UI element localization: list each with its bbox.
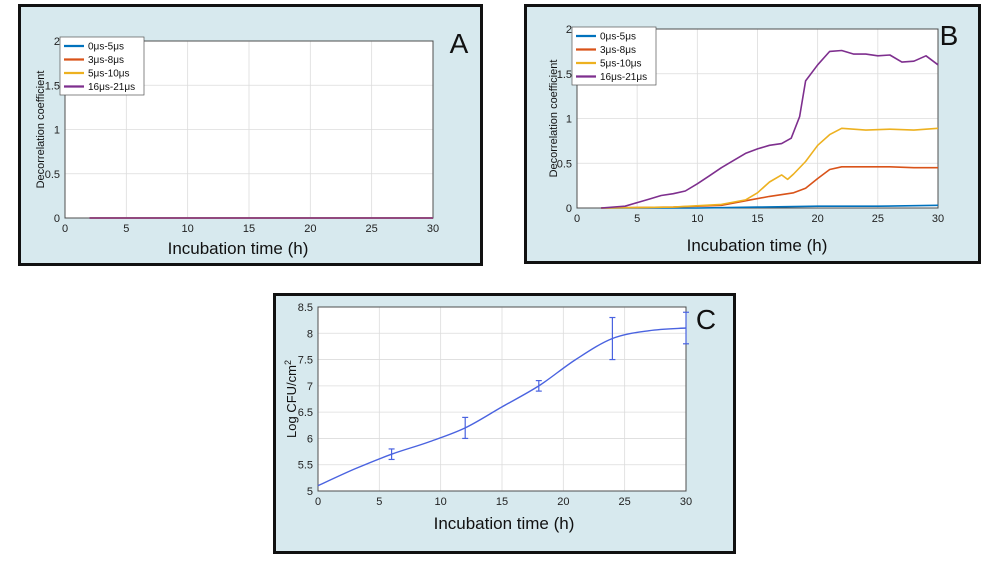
chart-c-y-axis-superscript: 2: [283, 360, 293, 365]
chart-a-y-tick-label: 2: [54, 36, 60, 48]
chart-a-legend-label: 0μs-5μs: [88, 42, 124, 53]
chart-a-legend-label: 5μs-10μs: [88, 69, 130, 80]
chart-b-y-tick-label: 1.5: [557, 69, 572, 81]
chart-a-y-tick-label: 0.5: [45, 169, 60, 181]
chart-b-x-axis-title: Incubation time (h): [687, 236, 828, 255]
chart-b-x-tick-label: 30: [932, 213, 944, 225]
chart-c-x-tick-label: 5: [376, 496, 382, 508]
panel-b: 0 5 10 15 20 25 30 0 0.5 1 1.5 2 Incubation time (h)…: [524, 4, 981, 264]
chart-b-svg: 0 5 10 15 20 25 30 0 0.5 1 1.5 2 Incubation time (h)…: [548, 20, 959, 255]
panel-a: 0 5 10 15 20 25 30 0 0.5 1 1.5 2 Incubation time (h)…: [18, 4, 483, 266]
chart-c-x-tick-label: 0: [315, 496, 321, 508]
chart-c-x-tick-label: 25: [619, 496, 631, 508]
chart-c-y-tick-label: 6.5: [298, 407, 313, 419]
chart-b-series-line: [601, 166, 938, 209]
chart-a-x-tick-label: 15: [243, 223, 255, 235]
chart-c-x-tick-label: 15: [496, 496, 508, 508]
chart-a-legend-label: 16μs-21μs: [88, 82, 135, 93]
chart-c-x-tick-label: 20: [557, 496, 569, 508]
chart-b-y-tick-label: 0: [566, 203, 572, 215]
chart-c-x-axis-title: Incubation time (h): [434, 514, 575, 533]
chart-c-y-tick-label: 8: [307, 328, 313, 340]
chart-c-y-tick-label: 6: [307, 433, 313, 445]
chart-b-plot-border: [576, 28, 939, 209]
chart-a-y-tick-label: 0: [54, 213, 60, 225]
chart-a-x-tick-label: 25: [366, 223, 378, 235]
panel-c: 0 5 10 15 20 25 30 5 5.5 6 6.5 7 7.5 8 8.5 Incubation t…: [273, 293, 736, 554]
chart-a-x-axis-title: Incubation time (h): [168, 239, 309, 258]
chart-b-x-tick-label: 25: [872, 213, 884, 225]
chart-c-growth-curve: [317, 327, 687, 487]
chart-b-y-tick-label: 0.5: [557, 158, 572, 170]
chart-b-legend-label: 16μs-21μs: [600, 72, 647, 83]
chart-b-panel-letter: B: [940, 20, 959, 51]
chart-b-x-tick-label: 20: [812, 213, 824, 225]
chart-c-y-tick-label: 5.5: [298, 460, 313, 472]
chart-b-y-tick-label: 1: [566, 114, 572, 126]
chart-b-series-line: [601, 127, 939, 209]
chart-a-panel-letter: A: [450, 28, 469, 59]
chart-a-y-tick-label: 1: [54, 125, 60, 137]
chart-b-legend-label: 5μs-10μs: [600, 59, 642, 70]
chart-c-y-axis-title: Log CFU/cm2: [283, 360, 299, 438]
chart-b-y-tick-label: 2: [566, 24, 572, 36]
chart-a-x-tick-label: 30: [427, 223, 439, 235]
chart-c-plot-border: [317, 306, 687, 492]
chart-a-legend-label: 3μs-8μs: [88, 55, 124, 66]
chart-b-legend-label: 0μs-5μs: [600, 32, 636, 43]
chart-a-x-tick-label: 5: [123, 223, 129, 235]
chart-c-y-tick-label: 7: [307, 381, 313, 393]
chart-b-y-axis-title: Decorrelation coefficient: [548, 60, 560, 178]
chart-c-y-tick-label: 5: [307, 486, 313, 498]
chart-c-x-tick-label: 10: [435, 496, 447, 508]
chart-a-x-tick-label: 10: [182, 223, 194, 235]
chart-b-x-tick-label: 10: [691, 213, 703, 225]
chart-a-svg: 0 5 10 15 20 25 30 0 0.5 1 1.5 2 Incubation time (h)…: [35, 28, 469, 258]
chart-a-y-axis-title: Decorrelation coefficient: [35, 71, 47, 189]
chart-c-x-tick-label: 30: [680, 496, 692, 508]
chart-b-legend-label: 3μs-8μs: [600, 45, 636, 56]
chart-a-x-tick-label: 20: [304, 223, 316, 235]
chart-a-y-tick-label: 1.5: [45, 80, 60, 92]
chart-b-series-line: [601, 49, 939, 209]
chart-b-x-tick-label: 15: [751, 213, 763, 225]
chart-b-x-tick-label: 5: [634, 213, 640, 225]
chart-b-x-tick-label: 0: [574, 213, 580, 225]
chart-c-y-tick-label: 8.5: [298, 302, 313, 314]
chart-c-panel-letter: C: [696, 304, 716, 335]
chart-c-y-tick-label: 7.5: [298, 355, 313, 367]
chart-a-x-tick-label: 0: [62, 223, 68, 235]
